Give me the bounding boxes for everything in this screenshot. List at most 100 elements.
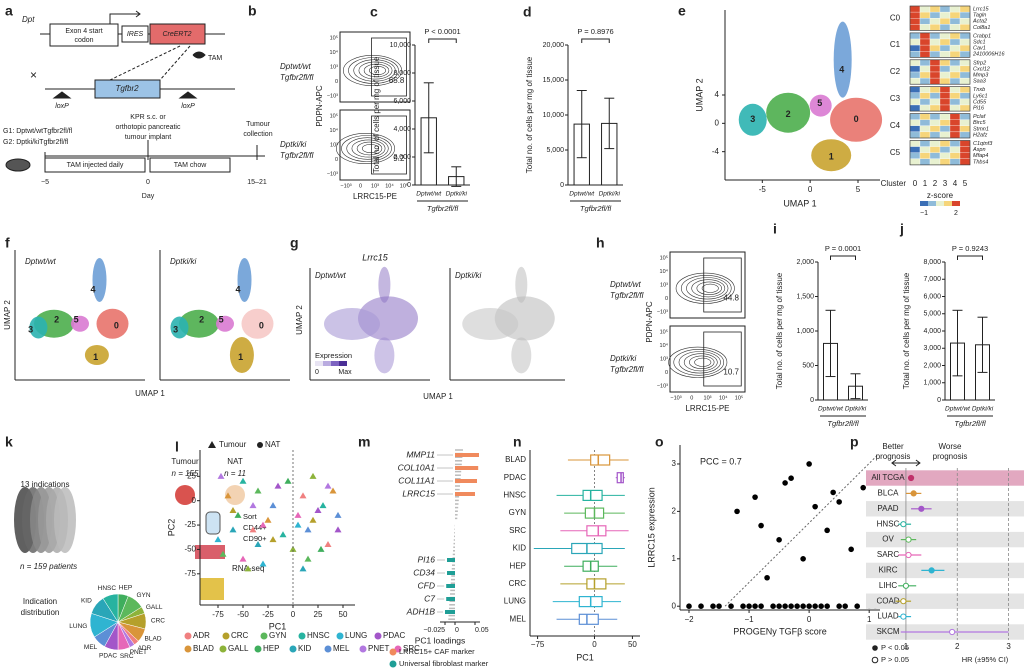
x-tick-label: 0 [592,640,597,649]
point [304,526,312,533]
label: 2 [954,210,958,217]
heatmap-cell [909,38,921,46]
gene-label: Mfap4 [973,153,988,159]
heatmap-cell [959,86,971,93]
label: PC1 [576,652,594,662]
heatmap-cell [949,11,961,19]
label: 2 [933,179,938,188]
heatmap-cell [949,140,961,147]
x-tick-label: 10⁵ [400,182,408,189]
cluster-region [766,92,811,133]
label: HNSC [98,585,117,592]
point [334,526,342,533]
heatmap-cell [949,158,961,166]
heatmap-cell [929,98,941,106]
heatmap-cell [949,86,961,93]
gate [371,115,407,175]
heatmap-cell [939,86,951,93]
loading-bar [455,466,479,470]
heatmap-cell [959,104,971,112]
panel-label: d [523,4,532,20]
x-tick-label: Dptwt/wt [569,191,595,198]
gate-value: 9.2 [393,154,405,163]
label: Total no. of cells per mg of tissue [525,56,534,173]
legend-label: CRC [231,631,249,640]
y-tick-label: 1,500 [796,293,814,300]
heatmap-cell [919,44,931,52]
point [314,506,322,513]
heatmap-cell [959,92,971,100]
heatmap-cell [939,146,951,153]
label: Dptwt/wt [610,280,641,289]
heatmap-cell [919,24,931,31]
point [806,603,812,610]
gene-label: Pclaf [973,114,986,120]
bracket [957,255,983,260]
heatmap-cell [959,152,971,159]
arrow [891,459,921,467]
cluster-region [378,266,391,303]
heatmap-cell [929,24,941,31]
y-tick-label: All TCGA [871,473,905,482]
label: codon [74,37,93,44]
heatmap-cell [959,18,971,25]
gene-label: PI16 [418,554,436,564]
heatmap-group [909,32,971,58]
cluster-label: 1 [93,352,98,362]
y-tick-label: 0 [810,397,814,404]
legend-label: HNSC [307,631,330,640]
gate [703,331,742,387]
label: orthotopic pancreatic [116,124,181,131]
heatmap-cell [959,119,971,126]
hr-point [900,598,907,605]
heatmap-cell [909,32,921,40]
label: −1 [920,210,928,217]
y-tick-label: 0 [672,601,677,610]
heatmap-cell [949,24,961,31]
point [269,536,277,543]
point [848,546,854,553]
y-tick-label: HNSC [503,491,526,500]
heatmap-group [909,5,971,31]
y-tick-label: 0 [407,182,411,189]
y-tick-label: COAD [876,596,899,605]
p-value: P = 0.0001 [825,244,861,253]
legend-label: GYN [269,631,287,640]
y-tick-label: 4,000 [393,126,411,133]
label: NAT [227,457,243,466]
y-tick-label: 10⁴ [660,342,669,349]
x-tick-label: Dptwt/wt [416,191,442,198]
heatmap-cell [929,44,941,52]
y-tick-label: KID [513,544,527,553]
y-tick-label: 0 [335,79,338,85]
label: n = 155 [172,469,199,478]
contour [668,346,728,378]
heatmap-cell [909,86,921,93]
cluster-region [216,315,234,332]
point [234,511,242,518]
label: GALL [146,604,163,611]
cluster-label: 0 [259,321,264,331]
legend-swatch [389,648,397,656]
y-tick-label: 3 [672,459,677,468]
legend-swatch [324,645,332,653]
label: Dptwt/wt [315,271,346,280]
heatmap-cell [959,11,971,19]
label: prognosis [933,452,968,461]
label: TAM [208,55,222,62]
point [770,603,776,610]
y-tick-label: -4 [712,147,720,156]
point [860,484,866,491]
x-tick-label: -75 [212,610,224,619]
heatmap-cell [929,119,941,126]
point [824,603,830,610]
contour [361,144,379,154]
contour [696,281,722,295]
point [239,477,247,484]
y-tick-label: HNSC [877,519,900,528]
legend-swatch [336,632,344,640]
point [329,487,337,494]
heatmap-cell [939,125,951,133]
x-tick-label: 3 [1006,642,1011,651]
y-tick-label: 10⁵ [330,34,338,41]
